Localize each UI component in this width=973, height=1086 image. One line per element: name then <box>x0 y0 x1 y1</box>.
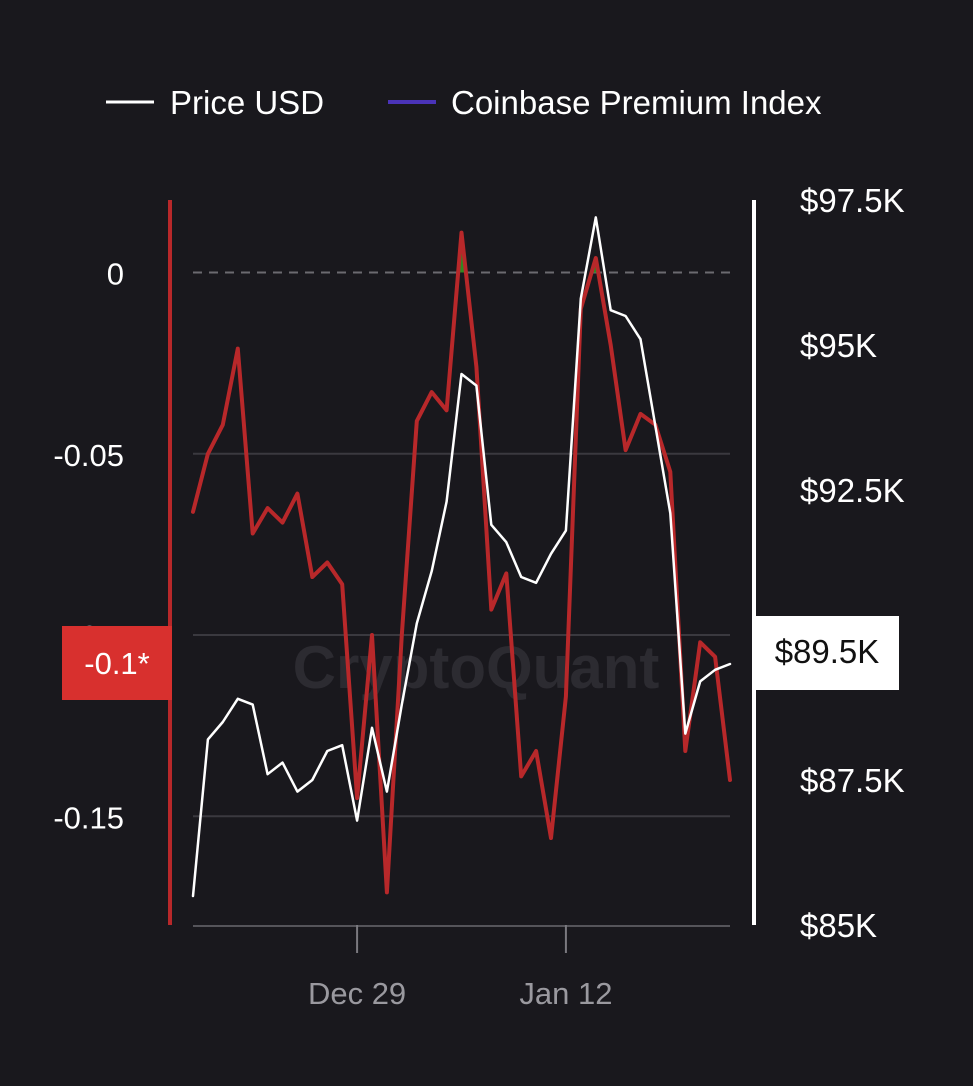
current-value-badges: -0.1* $89.5K <box>62 616 899 700</box>
axes: 0-0.05-0.1-0.15$97.5K$95K$92.5K$90K$87.5… <box>53 182 904 1011</box>
current-price-badge <box>756 616 899 690</box>
left-tick-label: -0.05 <box>53 438 124 473</box>
legend-label-premium: Coinbase Premium Index <box>451 84 822 121</box>
right-tick-label: $85K <box>800 907 877 944</box>
grid <box>193 271 730 818</box>
right-tick-label: $97.5K <box>800 182 905 219</box>
right-tick-label: $92.5K <box>800 472 905 509</box>
x-tick-label: Dec 29 <box>308 976 406 1011</box>
series-line-price-usd <box>191 216 732 898</box>
current-premium-label: -0.1* <box>84 646 149 681</box>
left-tick-label: -0.15 <box>53 800 124 835</box>
right-tick-label: $87.5K <box>800 762 905 799</box>
left-tick-label: 0 <box>107 257 124 292</box>
series <box>191 216 732 898</box>
watermark: CryptoQuant <box>293 634 660 701</box>
legend: Price USD Coinbase Premium Index <box>106 84 822 121</box>
series-line-coinbase-premium-index <box>191 230 732 895</box>
legend-label-price: Price USD <box>170 84 324 121</box>
legend-item-premium[interactable]: Coinbase Premium Index <box>388 84 822 121</box>
right-tick-label: $95K <box>800 327 877 364</box>
premium-positive-fill <box>458 232 599 273</box>
legend-item-price[interactable]: Price USD <box>106 84 324 121</box>
x-tick-label: Jan 12 <box>519 976 612 1011</box>
current-premium-badge <box>62 626 172 700</box>
current-price-label: $89.5K <box>775 633 880 670</box>
